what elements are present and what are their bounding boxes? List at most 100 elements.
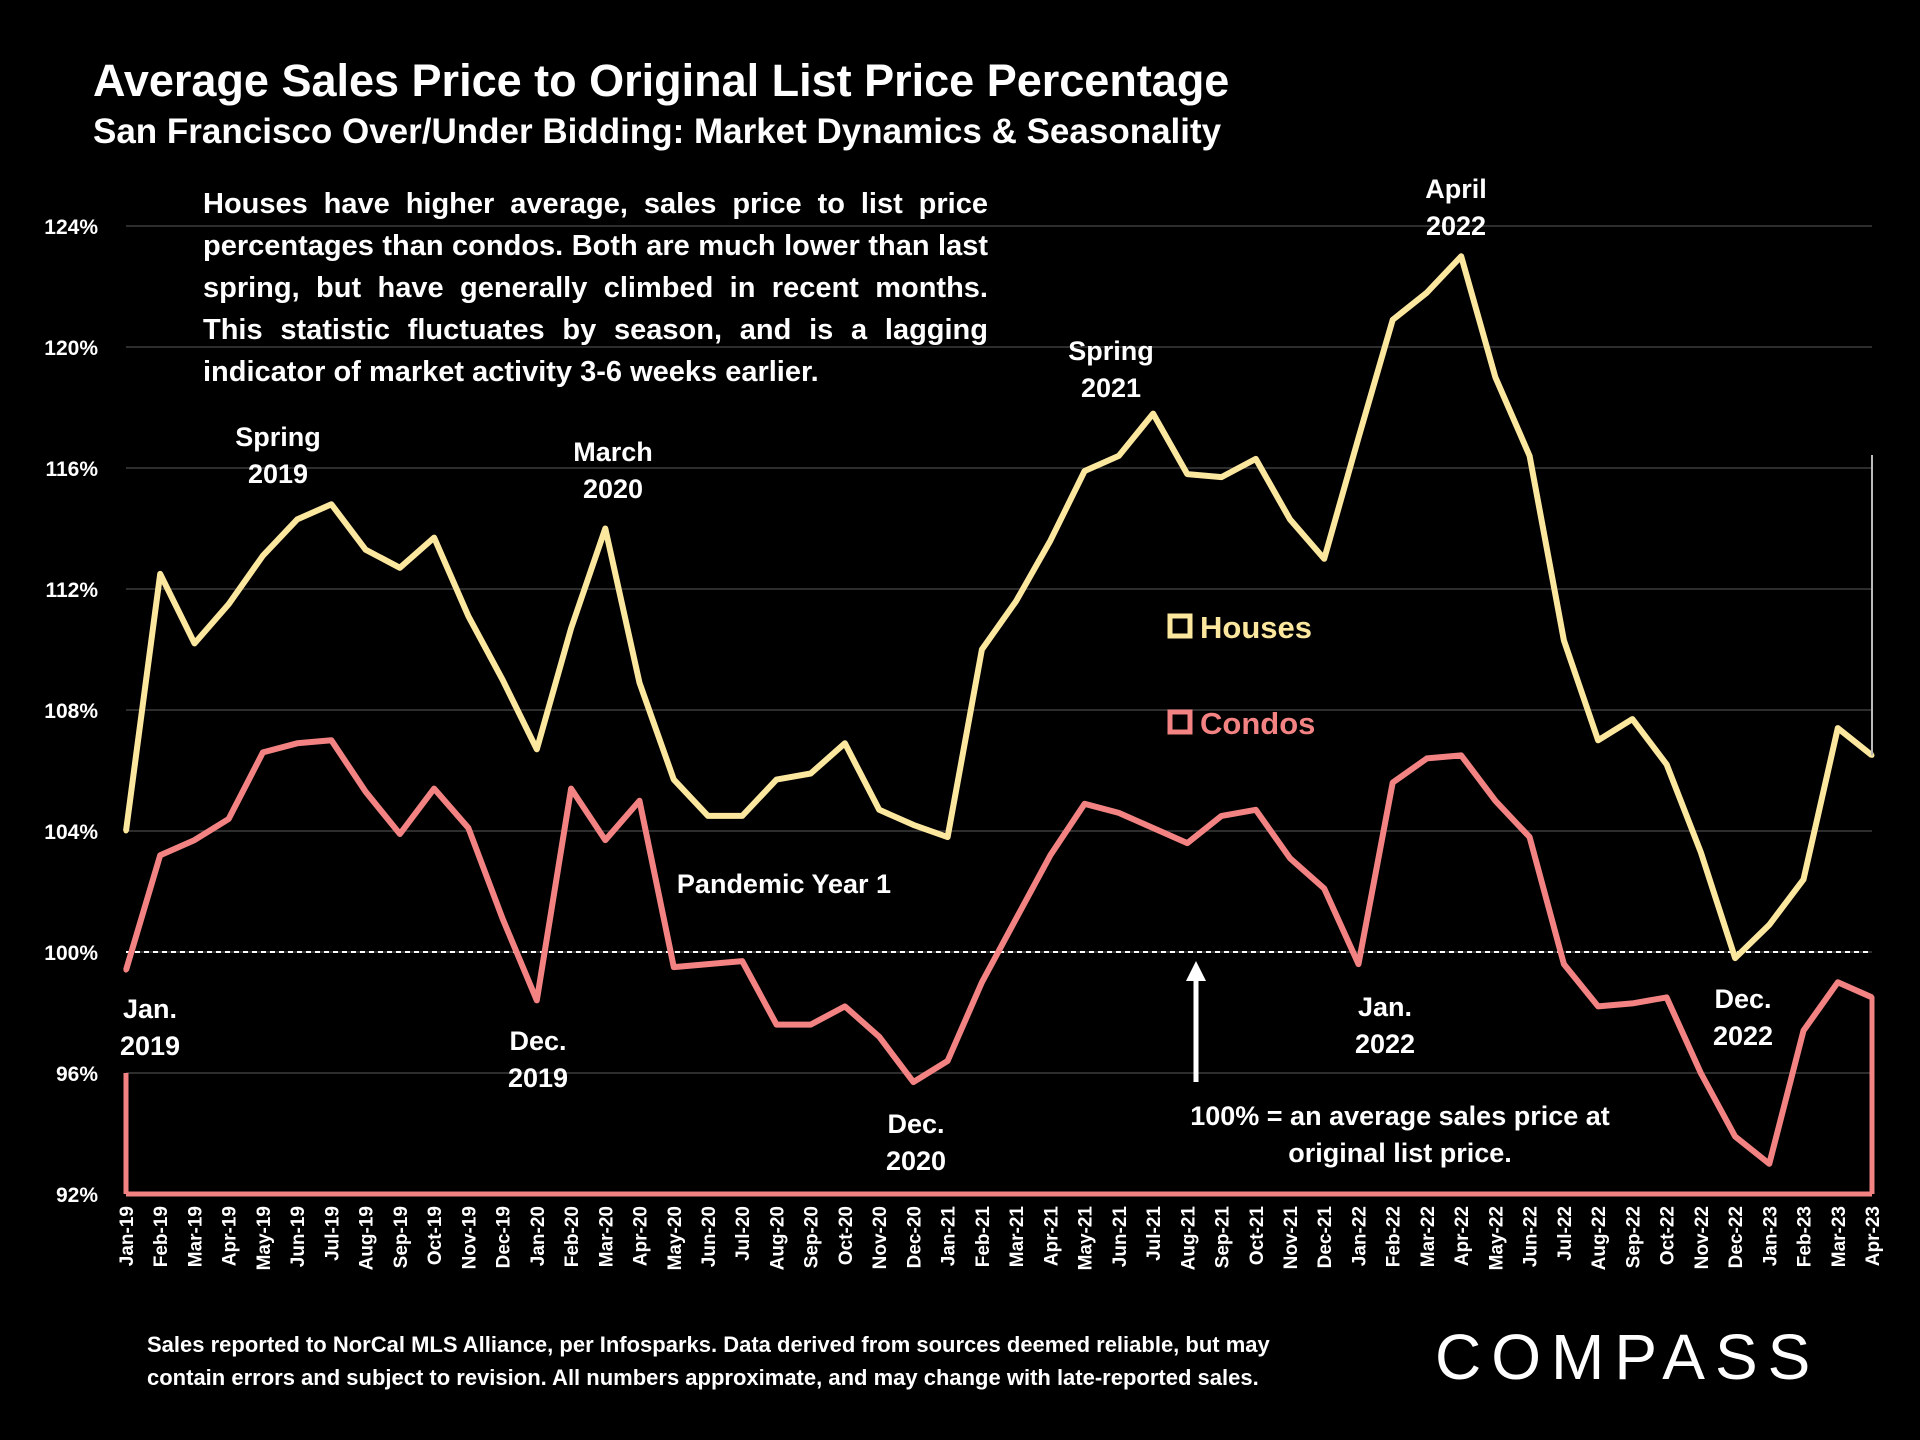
data-point-condos — [500, 916, 506, 922]
data-point-houses — [705, 813, 711, 819]
data-point-houses — [876, 807, 882, 813]
data-point-condos — [979, 979, 985, 985]
x-tick-label: Oct-19 — [425, 1206, 446, 1265]
x-tick-label: Nov-20 — [870, 1206, 891, 1269]
data-point-houses — [534, 746, 540, 752]
data-point-condos — [739, 958, 745, 964]
series-line-houses — [123, 253, 1874, 962]
data-point-condos — [1321, 885, 1327, 891]
data-point-houses — [157, 571, 163, 577]
y-tick-label: 96% — [56, 1063, 98, 1086]
annotation-label: Jan. 2019 — [120, 994, 180, 1061]
data-point-condos — [1664, 994, 1670, 1000]
x-tick-label: Feb-22 — [1384, 1206, 1405, 1267]
data-point-houses — [1116, 453, 1122, 459]
reference-arrow-head — [1186, 961, 1206, 981]
x-tick-label: Oct-21 — [1247, 1206, 1268, 1266]
x-tick-label: Dec-21 — [1315, 1206, 1336, 1269]
x-tick-label: Mar-22 — [1418, 1206, 1439, 1267]
data-point-houses — [671, 777, 677, 783]
data-point-condos — [1801, 1028, 1807, 1034]
data-point-houses — [773, 777, 779, 783]
x-tick-label: Dec-20 — [904, 1206, 925, 1268]
data-point-houses — [1253, 456, 1259, 462]
data-point-condos — [191, 837, 197, 843]
series-lines — [123, 253, 1875, 1197]
data-point-condos — [671, 964, 677, 970]
x-tick-label: Aug-22 — [1589, 1206, 1610, 1270]
data-point-condos — [876, 1034, 882, 1040]
data-point-condos — [1013, 916, 1019, 922]
data-point-condos — [157, 852, 163, 858]
x-tick-label: Oct-22 — [1658, 1206, 1679, 1265]
data-point-houses — [945, 834, 951, 840]
data-point-condos — [1150, 825, 1156, 831]
data-point-houses — [808, 771, 814, 777]
x-tick-label: Jan-19 — [117, 1206, 138, 1266]
data-point-houses — [191, 640, 197, 646]
x-tick-label: Jul-22 — [1555, 1206, 1576, 1261]
data-point-houses — [1801, 876, 1807, 882]
data-point-houses — [1458, 253, 1464, 259]
data-point-condos — [1424, 755, 1430, 761]
data-point-houses — [1561, 637, 1567, 643]
data-point-condos — [1595, 1003, 1601, 1009]
x-tick-label: Jun-22 — [1521, 1206, 1542, 1267]
data-point-condos — [1355, 961, 1361, 967]
x-tick-label: Feb-23 — [1795, 1206, 1816, 1267]
annotation-label: Dec. 2019 — [508, 1026, 568, 1093]
x-tick-label: Sep-21 — [1213, 1206, 1234, 1269]
x-tick-label: Aug-20 — [767, 1206, 788, 1270]
x-tick-label: Jul-19 — [322, 1206, 343, 1261]
data-point-houses — [1287, 516, 1293, 522]
data-point-condos — [808, 1022, 814, 1028]
legend-label-houses: Houses — [1200, 610, 1312, 645]
x-tick-label: Mar-20 — [596, 1206, 617, 1267]
data-point-houses — [1184, 471, 1190, 477]
data-point-houses — [1047, 538, 1053, 544]
x-tick-label: Oct-20 — [836, 1206, 857, 1265]
data-point-houses — [1492, 374, 1498, 380]
x-tick-label: Nov-22 — [1692, 1206, 1713, 1269]
data-point-houses — [568, 625, 574, 631]
data-point-houses — [226, 601, 232, 607]
y-tick-label: 100% — [44, 942, 98, 965]
y-tick-label: 108% — [44, 700, 98, 723]
data-point-houses — [1527, 453, 1533, 459]
data-point-condos — [431, 786, 437, 792]
data-point-condos — [260, 749, 266, 755]
x-tick-label: Feb-19 — [151, 1206, 172, 1267]
data-point-condos — [294, 740, 300, 746]
legend-label-condos: Condos — [1200, 706, 1315, 741]
chart-commentary: Houses have higher average, sales price … — [203, 188, 988, 388]
y-tick-label: 116% — [45, 458, 98, 481]
data-point-condos — [328, 737, 334, 743]
data-point-houses — [500, 677, 506, 683]
y-tick-label: 124% — [44, 216, 98, 239]
x-tick-label: Jul-20 — [733, 1206, 754, 1261]
x-tick-label: Jan-20 — [528, 1206, 549, 1266]
data-point-condos — [945, 1058, 951, 1064]
chart-subtitle: San Francisco Over/Under Bidding: Market… — [93, 112, 1222, 151]
annotation-label: March 2020 — [573, 437, 653, 504]
data-point-condos — [1082, 801, 1088, 807]
x-tick-label: Nov-21 — [1281, 1206, 1302, 1270]
gridlines — [126, 225, 1872, 1074]
x-tick-label: Jun-21 — [1110, 1206, 1131, 1268]
data-point-houses — [363, 547, 369, 553]
x-tick-label: Feb-21 — [973, 1206, 994, 1268]
x-tick-label: Nov-19 — [459, 1206, 480, 1269]
legend-marker-condos — [1167, 709, 1193, 735]
annotation-label: Dec. 2022 — [1713, 984, 1773, 1051]
x-tick-label: Jan-22 — [1349, 1206, 1370, 1266]
data-point-condos — [637, 798, 643, 804]
series-line-condos — [123, 737, 1874, 1167]
data-point-condos — [1047, 852, 1053, 858]
annotation-label: April 2022 — [1425, 174, 1487, 241]
x-tick-label: Apr-20 — [631, 1206, 652, 1266]
annotation-label: Dec. 2020 — [886, 1109, 946, 1176]
x-tick-label: Mar-21 — [1007, 1206, 1028, 1268]
data-point-houses — [637, 680, 643, 686]
x-tick-label: May-21 — [1076, 1206, 1097, 1271]
compass-logo: COMPASS — [1435, 1321, 1821, 1393]
